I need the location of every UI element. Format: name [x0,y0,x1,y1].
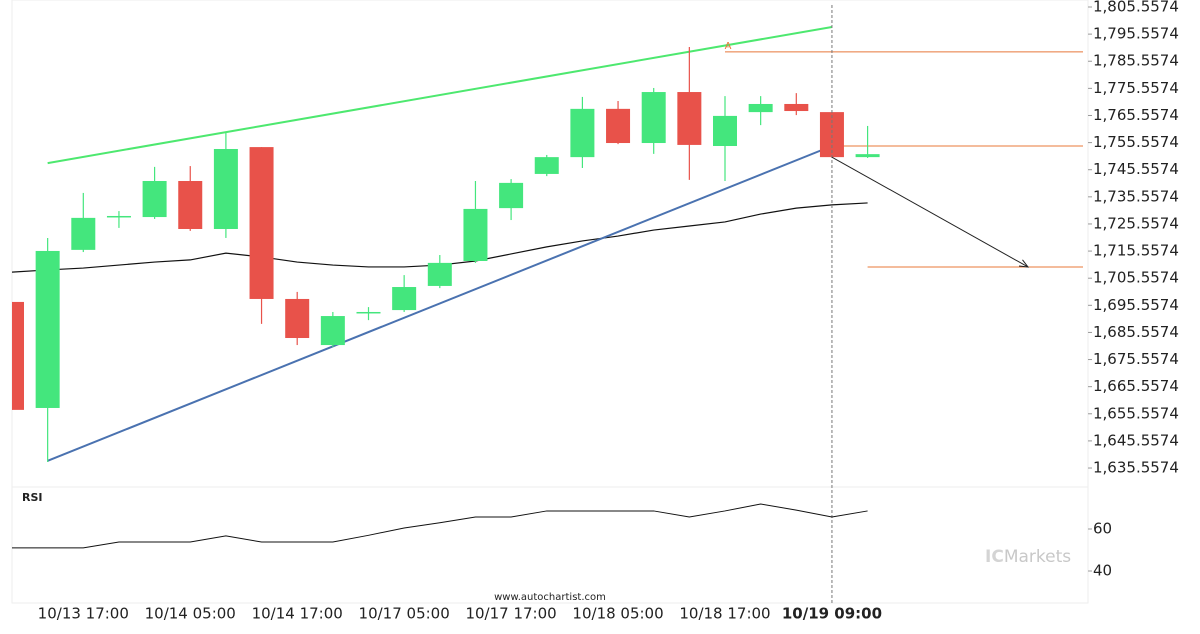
x-tick-label: 10/17 05:00 [359,605,450,623]
candle-body [356,311,381,314]
y-tick-label: 1,635.5574 [1093,459,1179,477]
candle-body [570,108,595,158]
rsi-tick-label: 40 [1093,562,1112,580]
y-tick-label: 1,805.5574 [1093,0,1179,16]
rsi-tick-label: 60 [1093,520,1112,538]
y-tick-label: 1,785.5574 [1093,52,1179,70]
y-tick-label: 1,645.5574 [1093,431,1179,449]
candle-body [499,182,524,209]
y-tick-label: 1,765.5574 [1093,106,1179,124]
y-tick-label: 1,735.5574 [1093,187,1179,205]
y-tick-label: 1,685.5574 [1093,323,1179,341]
y-tick-label: 1,705.5574 [1093,269,1179,287]
plot-frame [11,0,1089,604]
y-tick-label: 1,715.5574 [1093,242,1179,260]
candle-body [392,287,417,311]
candle-body [35,250,60,408]
source: www.autochartist.com [494,592,606,603]
y-tick-label: 1,675.5574 [1093,350,1179,368]
x-tick-label: 10/13 17:00 [38,605,129,623]
candle-body [606,108,631,144]
x-tick-label: 10/19 09:00 [782,605,882,623]
rsi-label: RSI [22,491,43,504]
watermark: ICMarkets [985,547,1071,567]
x-tick-label: 10/18 05:00 [572,605,663,623]
candle-body [71,217,96,250]
candle-body [178,180,203,229]
x-tick-label: 10/14 05:00 [145,605,236,623]
candle-body [819,112,844,158]
candle-body [320,316,345,346]
candle-body [463,208,488,261]
y-tick-label: 1,745.5574 [1093,160,1179,178]
x-tick-label: 10/17 17:00 [465,605,556,623]
candle-body [713,115,737,147]
pattern-label: A [725,41,732,52]
candle-body [748,103,773,113]
candle-body [784,103,809,112]
candle-body [106,215,131,218]
y-tick-label: 1,655.5574 [1093,404,1179,422]
candle-body [249,147,274,299]
candle-body [534,157,559,174]
candle-body [855,154,880,158]
candle-body [285,298,310,339]
y-tick-label: 1,665.5574 [1093,377,1179,395]
candle-body [12,301,24,410]
candle-body [427,262,452,286]
x-tick-label: 10/18 17:00 [679,605,770,623]
y-tick-label: 1,795.5574 [1093,25,1179,43]
x-tick-label: 10/14 17:00 [252,605,343,623]
y-tick-label: 1,725.5574 [1093,214,1179,232]
y-tick-label: 1,775.5574 [1093,79,1179,97]
rsi-line [12,503,868,549]
candle-body [641,92,666,144]
candle-body [213,148,238,229]
resistance-line [47,25,833,165]
y-tick-label: 1,755.5574 [1093,133,1179,151]
price-panel: A [12,25,1083,462]
y-tick-label: 1,695.5574 [1093,296,1179,314]
forecast-arrow [831,156,1029,268]
watermark-markets: Markets [1004,547,1071,567]
candle-body [677,92,702,145]
support-line [47,145,833,462]
arrow-head [1018,259,1030,268]
watermark-ic: IC [985,547,1004,567]
candle-body [142,180,167,218]
